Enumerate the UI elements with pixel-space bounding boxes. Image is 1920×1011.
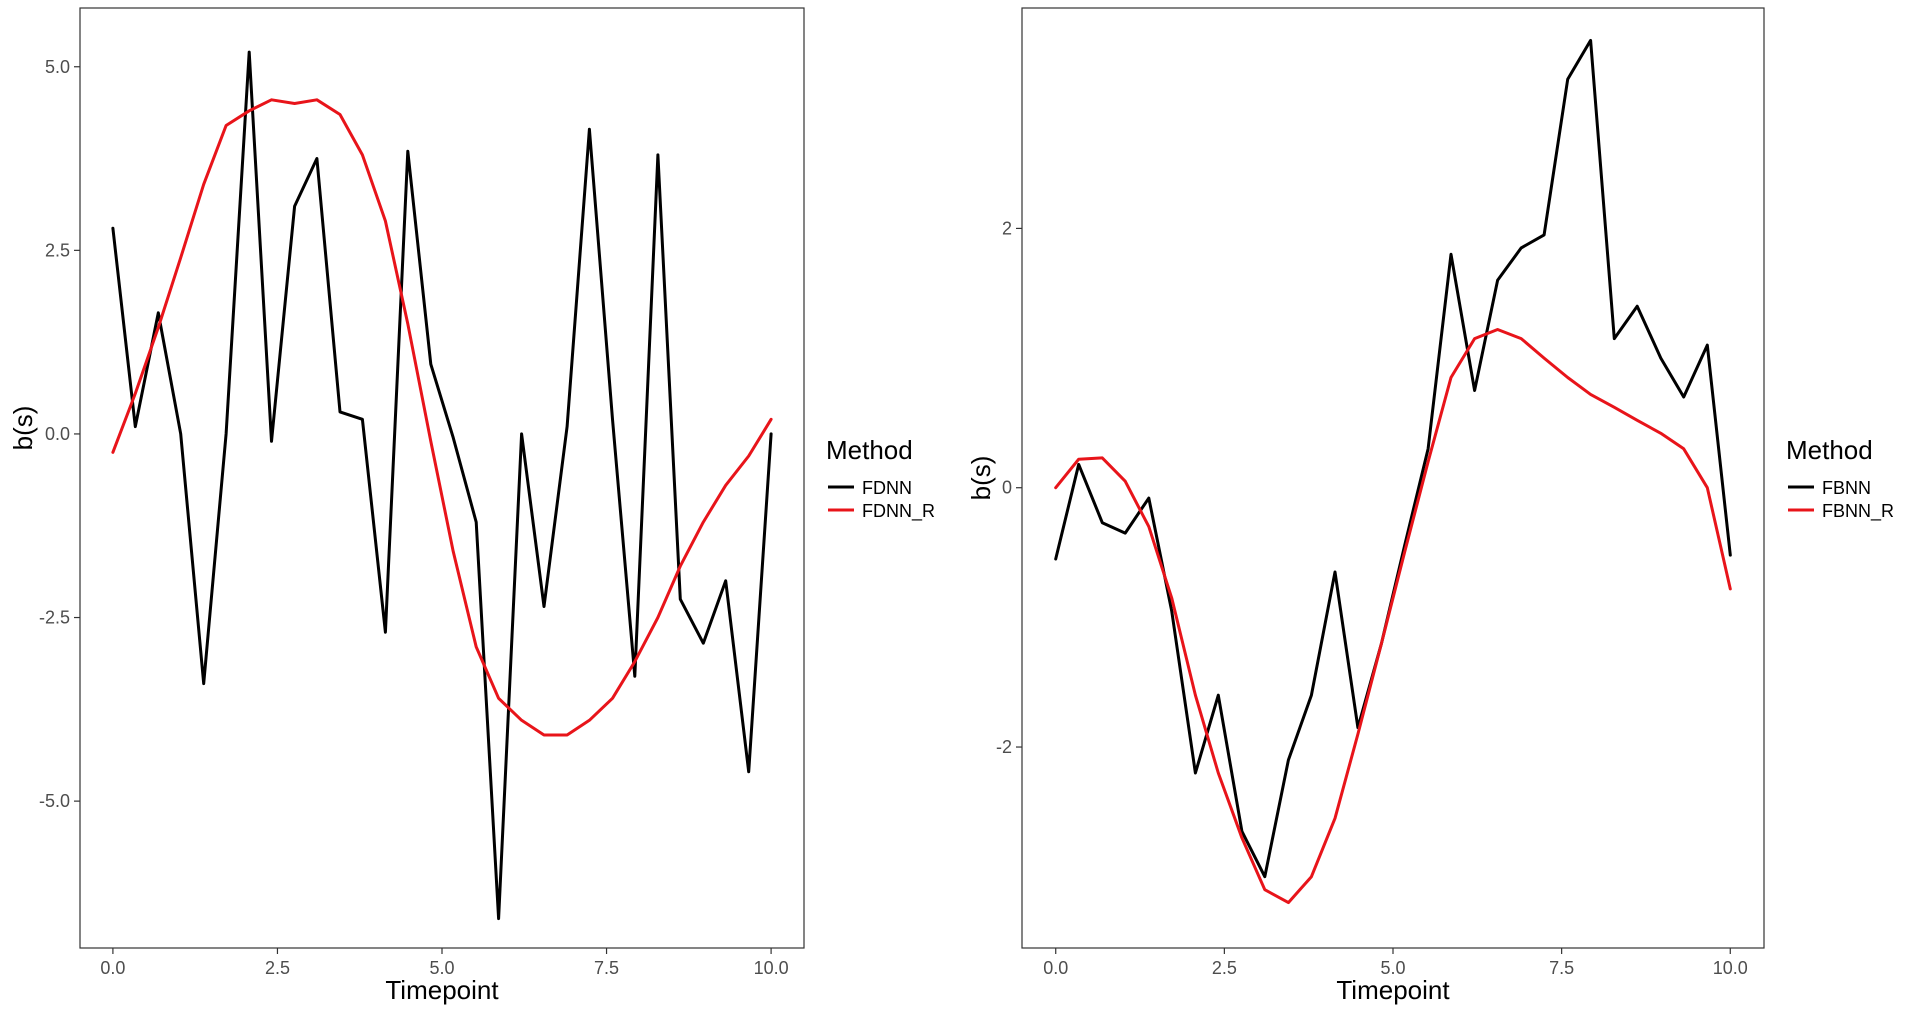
right-x-tick-label: 10.0 — [1713, 958, 1748, 978]
left-y-tick-label: 5.0 — [45, 57, 70, 77]
left-x-axis-title: Timepoint — [385, 975, 499, 1005]
right-series-lines — [1054, 38, 1732, 905]
right-y-tick-label: 0 — [1002, 478, 1012, 498]
left-y-axis-title: b(s) — [8, 406, 38, 451]
right-legend-label-fbnn: FBNN — [1822, 478, 1871, 498]
left-y-tick-label: -5.0 — [39, 791, 70, 811]
left-legend-label-fdnn: FDNN — [862, 478, 912, 498]
left-y-tick-label: -2.5 — [39, 608, 70, 628]
right-y-axis-title: b(s) — [966, 456, 996, 501]
left-chart: 0.0 2.5 5.0 7.5 10.0 5.0 2.5 0.0 -2.5 -5.0 Timep… — [8, 7, 935, 1005]
left-x-tick-label: 7.5 — [594, 958, 619, 978]
left-plot-panel — [79, 7, 805, 949]
right-x-tick-label: 2.5 — [1212, 958, 1237, 978]
right-x-tick-label: 5.0 — [1380, 958, 1405, 978]
right-chart: 0.0 2.5 5.0 7.5 10.0 2 0 -2 Timepoint b(s) Met… — [966, 7, 1894, 1005]
left-y-tick-label: 2.5 — [45, 240, 70, 260]
left-series-line-fdnn-r — [111, 98, 773, 737]
left-x-tick-label: 2.5 — [265, 958, 290, 978]
left-series-lines — [111, 50, 773, 921]
right-legend: Method FBNN FBNN_R — [1786, 435, 1894, 522]
right-plot-panel — [1021, 7, 1765, 949]
right-x-tick-label: 7.5 — [1549, 958, 1574, 978]
left-x-axis: 0.0 2.5 5.0 7.5 10.0 — [100, 948, 789, 978]
right-x-axis: 0.0 2.5 5.0 7.5 10.0 — [1043, 948, 1748, 978]
left-y-tick-label: 0.0 — [45, 424, 70, 444]
right-y-tick-label: -2 — [996, 737, 1012, 757]
left-legend-label-fdnn-r: FDNN_R — [862, 501, 935, 522]
right-legend-title: Method — [1786, 435, 1873, 465]
left-y-axis: 5.0 2.5 0.0 -2.5 -5.0 — [39, 57, 80, 811]
left-x-tick-label: 0.0 — [100, 958, 125, 978]
right-y-tick-label: 2 — [1002, 218, 1012, 238]
right-x-tick-label: 0.0 — [1043, 958, 1068, 978]
left-legend: Method FDNN FDNN_R — [826, 435, 935, 522]
right-y-axis: 2 0 -2 — [996, 218, 1022, 757]
left-series-line-fdnn — [111, 50, 773, 921]
left-x-tick-label: 10.0 — [754, 958, 789, 978]
left-legend-title: Method — [826, 435, 913, 465]
right-series-line-fbnn-r — [1054, 328, 1732, 905]
left-x-tick-label: 5.0 — [429, 958, 454, 978]
right-legend-label-fbnn-r: FBNN_R — [1822, 501, 1894, 522]
right-x-axis-title: Timepoint — [1336, 975, 1450, 1005]
